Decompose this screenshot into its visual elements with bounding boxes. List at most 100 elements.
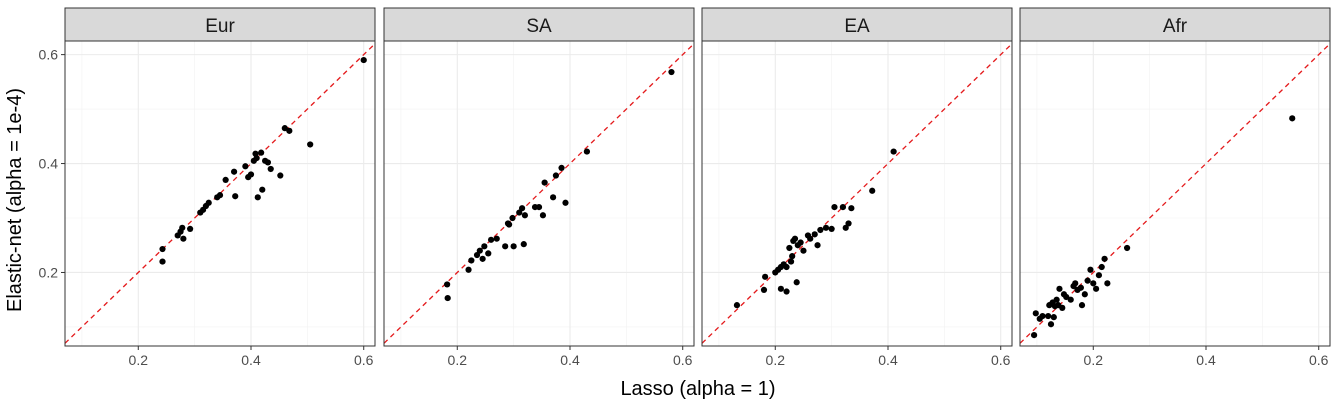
scatter-point — [510, 243, 517, 250]
scatter-point — [549, 194, 557, 201]
scatter-point — [822, 224, 830, 231]
y-tick-label: 0.2 — [39, 264, 59, 280]
scatter-point — [535, 204, 543, 211]
scatter-point — [493, 235, 500, 242]
x-tick-label: 0.2 — [129, 352, 149, 368]
scatter-point — [205, 199, 212, 206]
scatter-point — [222, 176, 229, 183]
scatter-point — [506, 221, 513, 228]
scatter-point — [444, 281, 451, 288]
scatter-point — [254, 194, 261, 201]
scatter-point — [259, 186, 266, 193]
scatter-point — [839, 204, 847, 211]
scatter-point — [518, 205, 526, 212]
scatter-point — [1084, 277, 1091, 284]
scatter-point — [159, 245, 166, 253]
scatter-point — [848, 205, 855, 212]
x-tick-label: 0.6 — [991, 352, 1011, 368]
panel-border — [701, 40, 1013, 347]
scatter-point — [1030, 332, 1038, 339]
scatter-point — [230, 168, 238, 175]
scatter-point — [267, 165, 274, 173]
scatter-point — [1056, 285, 1063, 292]
scatter-point — [1095, 272, 1103, 279]
scatter-point — [264, 159, 272, 166]
scatter-point — [180, 235, 187, 242]
x-tick-label: 0.6 — [673, 352, 693, 368]
scatter-point — [1101, 255, 1108, 262]
x-tick-label: 0.2 — [1084, 352, 1104, 368]
panel-border — [1019, 40, 1331, 347]
panel-border — [64, 40, 376, 347]
scatter-point — [793, 279, 800, 286]
scatter-point — [277, 172, 284, 179]
scatter-point — [869, 187, 876, 194]
facet-strip — [64, 7, 376, 42]
scatter-point — [1090, 280, 1097, 287]
facet-strip-label: Eur — [205, 16, 235, 37]
facet-strip-label: EA — [844, 16, 870, 37]
panel-border — [383, 40, 695, 347]
scatter-point — [247, 171, 255, 178]
scatter-point — [286, 127, 293, 134]
scatter-point — [562, 199, 569, 206]
y-tick-label: 0.4 — [39, 156, 59, 172]
scatter-point — [1104, 280, 1111, 287]
scatter-point — [845, 220, 852, 227]
scatter-point — [465, 266, 472, 273]
x-tick-label: 0.6 — [1309, 352, 1329, 368]
facet-strip — [701, 7, 1013, 42]
scatter-point — [307, 141, 314, 148]
x-tick-label: 0.4 — [241, 352, 261, 368]
x-axis-title: Lasso (alpha = 1) — [620, 378, 775, 400]
scatter-point — [814, 242, 821, 249]
scatter-point — [520, 241, 527, 248]
scatter-point — [583, 148, 591, 155]
scatter-point — [1053, 296, 1060, 303]
facet-panel-eur: Eur 0.2 0.4 0.6 0.2 0.4 0.6 — [39, 7, 376, 368]
scatter-point — [831, 204, 838, 211]
y-tick-label: 0.6 — [39, 47, 59, 63]
scatter-point — [797, 239, 804, 246]
scatter-point — [179, 224, 186, 231]
plot-background — [702, 41, 1012, 346]
scatter-point — [1047, 321, 1055, 328]
scatter-point — [558, 164, 565, 172]
scatter-point — [890, 148, 897, 155]
scatter-point — [360, 56, 367, 64]
facet-strip — [383, 7, 695, 42]
scatter-point — [253, 154, 260, 162]
x-tick-label: 0.2 — [448, 352, 468, 368]
scatter-point — [502, 243, 509, 250]
facet-strip-label: Afr — [1163, 16, 1188, 37]
scatter-point — [541, 179, 548, 186]
scatter-point — [481, 243, 488, 250]
scatter-point — [789, 253, 796, 260]
facet-panel-ea: EA 0.2 0.4 0.6 — [701, 7, 1013, 368]
scatter-point — [1081, 291, 1088, 298]
scatter-point — [479, 255, 486, 262]
scatter-point — [787, 258, 795, 265]
scatter-point — [539, 212, 547, 219]
scatter-point — [733, 302, 741, 309]
x-tick-label: 0.6 — [354, 352, 374, 368]
scatter-point — [1059, 304, 1066, 311]
scatter-point — [476, 247, 483, 254]
scatter-point — [1123, 244, 1131, 252]
scatter-point — [668, 68, 675, 76]
scatter-point — [1039, 312, 1046, 320]
y-axis-title: Elastic-net (alpha = 1e-4) — [4, 88, 26, 312]
scatter-point — [1067, 296, 1074, 303]
x-tick-label: 0.2 — [766, 352, 786, 368]
facet-strip — [1019, 7, 1331, 42]
scatter-point — [444, 294, 451, 302]
scatter-point — [187, 225, 194, 233]
scatter-point — [777, 285, 785, 292]
scatter-point — [1087, 266, 1094, 273]
scatter-point — [800, 247, 807, 254]
scatter-point — [1045, 312, 1052, 320]
scatter-point — [1072, 280, 1079, 287]
scatter-point — [281, 125, 288, 132]
scatter-point — [762, 273, 769, 280]
scatter-point — [786, 244, 793, 252]
